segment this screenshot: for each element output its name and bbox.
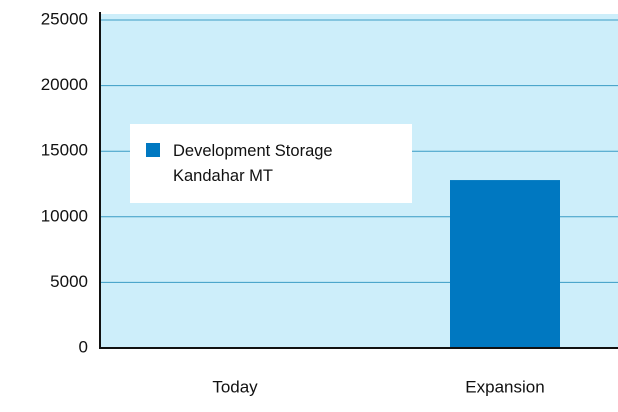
- legend-label: Development Storage Kandahar MT: [173, 142, 333, 185]
- y-tick-label: 5000: [50, 272, 88, 291]
- y-tick-label: 25000: [41, 9, 88, 28]
- legend: Development Storage Kandahar MT: [130, 124, 412, 203]
- y-tick-label: 15000: [41, 141, 88, 160]
- x-tick-label: Today: [212, 377, 258, 396]
- y-tick-label: 10000: [41, 206, 88, 225]
- legend-swatch: [146, 143, 160, 157]
- x-tick-label: Expansion: [465, 377, 544, 396]
- bar: [450, 180, 560, 348]
- bars: [450, 180, 560, 348]
- y-tick-label: 0: [79, 337, 88, 356]
- y-tick-label: 20000: [41, 75, 88, 94]
